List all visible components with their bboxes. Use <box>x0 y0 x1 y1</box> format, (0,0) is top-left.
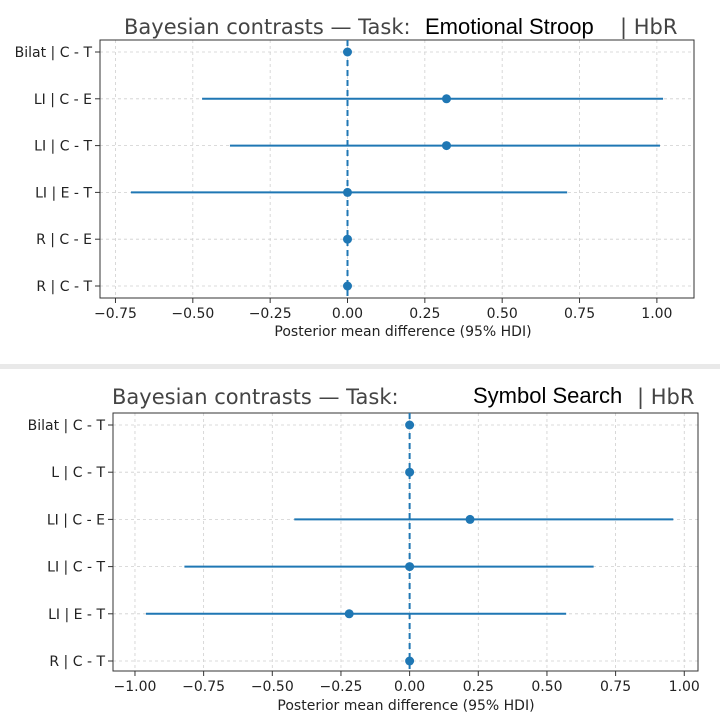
chart-title-task: Emotional Stroop <box>425 14 594 39</box>
y-tick-label: L | C - T <box>51 465 105 481</box>
y-tick-label: R | C - E <box>36 232 92 248</box>
x-tick-label: −0.75 <box>94 306 137 322</box>
posterior-mean-point <box>405 420 415 430</box>
posterior-mean-point <box>344 609 354 619</box>
chart-title-suffix: | HbR <box>620 15 677 40</box>
panel-divider <box>0 364 720 369</box>
posterior-mean-point <box>465 514 475 524</box>
x-tick-label: 0.75 <box>564 306 595 322</box>
x-tick-label: 1.00 <box>641 306 672 322</box>
plot-frame <box>112 412 699 672</box>
x-tick-label: 0.75 <box>600 679 631 695</box>
y-tick-label: Bilat | C - T <box>28 418 106 434</box>
posterior-mean-point <box>343 234 352 244</box>
y-tick-label: LI | C - E <box>34 92 92 108</box>
x-tick-label: 0.25 <box>409 306 440 322</box>
y-tick-label: LI | C - T <box>34 139 92 155</box>
x-tick-label: −0.25 <box>249 306 292 322</box>
chart-title-prefix: Bayesian contrasts — Task: <box>112 385 399 409</box>
x-tick-label: 0.00 <box>332 306 363 322</box>
x-axis-label: Posterior mean difference (95% HDI) <box>277 698 534 714</box>
plot-frame <box>99 39 695 299</box>
x-tick-label: −1.00 <box>114 679 157 695</box>
posterior-mean-point <box>343 281 352 291</box>
posterior-mean-point <box>405 562 415 572</box>
y-tick-label: LI | E - T <box>35 185 92 201</box>
x-tick-label: −0.75 <box>182 679 225 695</box>
posterior-mean-point <box>405 656 415 666</box>
x-tick-label: −0.50 <box>251 679 294 695</box>
x-tick-label: 0.00 <box>394 679 425 695</box>
chart-title-prefix: Bayesian contrasts — Task: <box>124 15 411 39</box>
x-tick-label: 0.25 <box>463 679 494 695</box>
x-axis-label: Posterior mean difference (95% HDI) <box>274 324 531 340</box>
chart-svg-symbol-search: Bayesian contrasts — Task: Symbol Search… <box>28 383 700 714</box>
posterior-mean-point <box>405 467 415 477</box>
y-tick-label: LI | E - T <box>48 607 105 623</box>
chart-title-suffix: | HbR <box>637 385 694 410</box>
forest-plot-emotional-stroop: Bayesian contrasts — Task: Emotional Str… <box>15 14 695 340</box>
x-tick-label: 1.00 <box>669 679 700 695</box>
y-tick-label: R | C - T <box>36 279 92 295</box>
x-tick-label: −0.25 <box>320 679 363 695</box>
y-tick-label: LI | C - T <box>47 560 105 576</box>
posterior-mean-point <box>343 47 352 57</box>
y-tick-label: LI | C - E <box>47 512 105 528</box>
posterior-mean-point <box>442 141 451 151</box>
chart-title-task: Symbol Search <box>473 383 622 408</box>
y-tick-label: Bilat | C - T <box>15 45 93 61</box>
forest-plot-symbol-search: Bayesian contrasts — Task: Symbol Search… <box>0 371 720 717</box>
y-tick-label: R | C - T <box>49 654 105 670</box>
x-tick-label: 0.50 <box>531 679 562 695</box>
x-tick-label: −0.50 <box>171 306 214 322</box>
posterior-mean-point <box>343 187 352 197</box>
chart-svg-emotional-stroop: Bayesian contrasts — Task: Emotional Str… <box>15 14 695 340</box>
posterior-mean-point <box>442 94 451 104</box>
x-tick-label: 0.50 <box>487 306 518 322</box>
